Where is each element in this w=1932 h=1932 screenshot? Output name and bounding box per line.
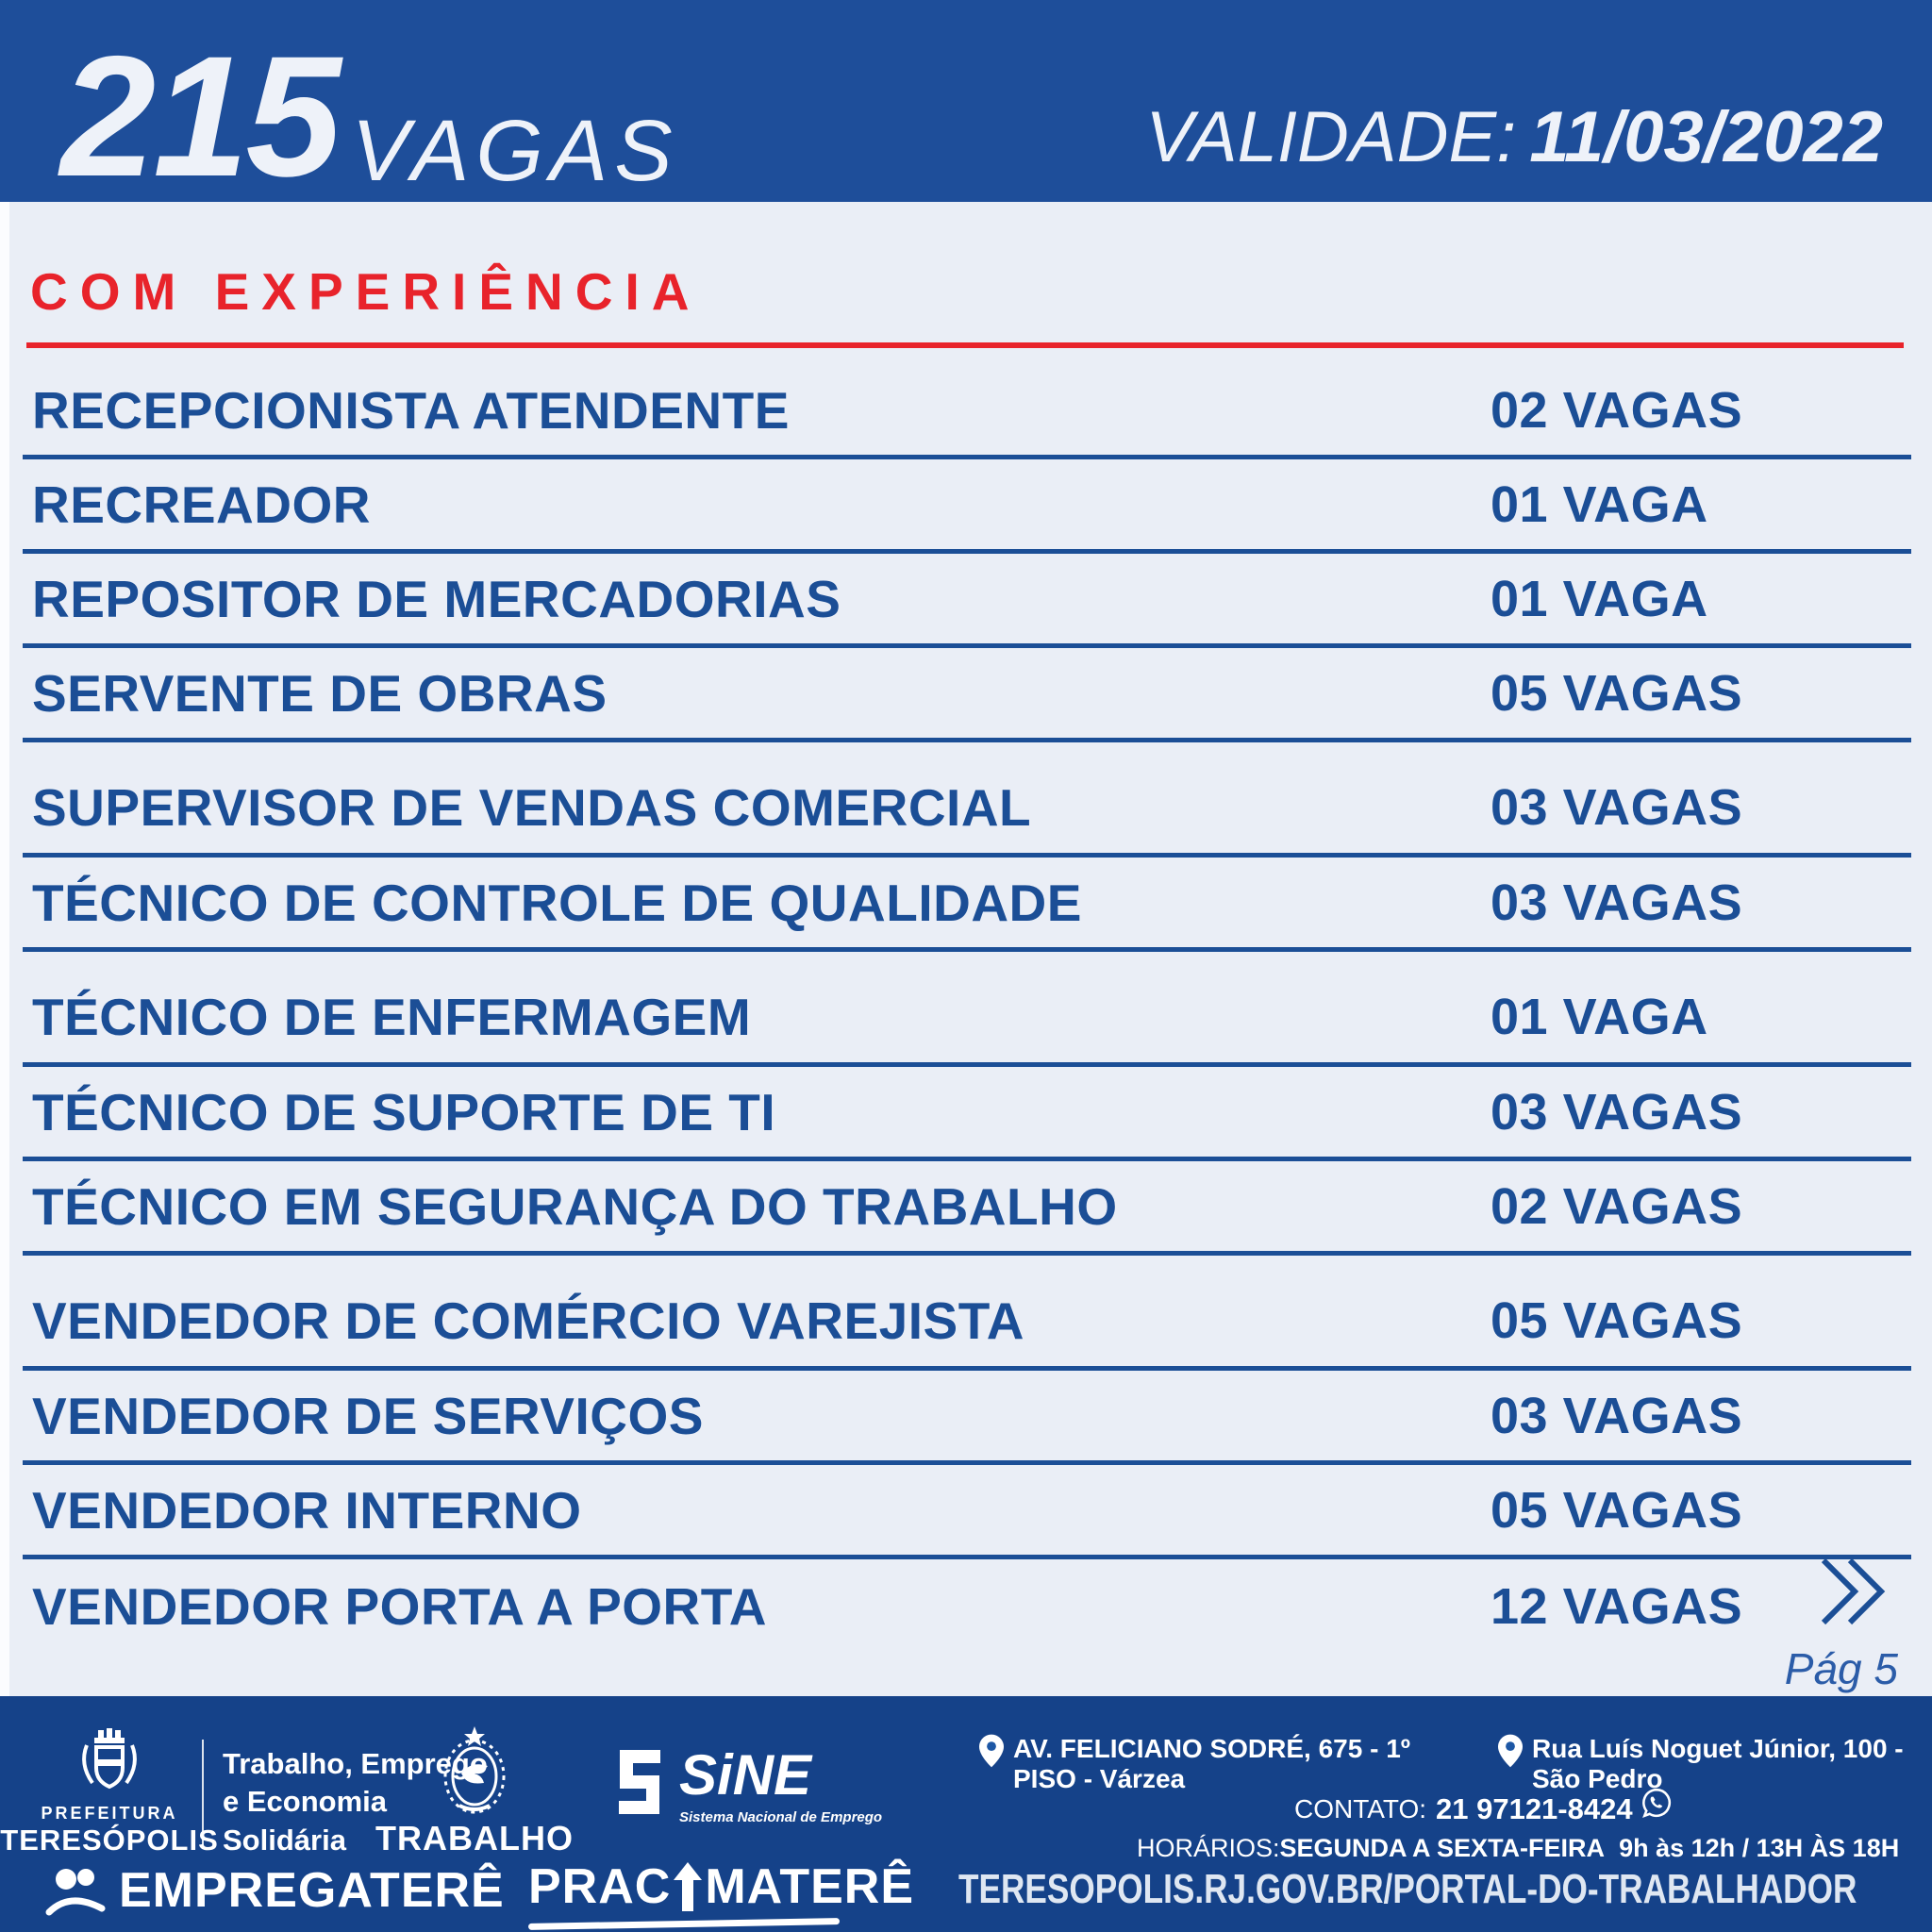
job-title: VENDEDOR DE SERVIÇOS <box>32 1386 704 1445</box>
section-title-rule <box>26 342 1904 348</box>
hours-time: 9h às 12h / 13H ÀS 18H <box>1619 1834 1900 1862</box>
job-row: SERVENTE DE OBRAS 05 VAGAS <box>23 648 1911 742</box>
vacancy-count-label: VAGAS <box>351 102 679 199</box>
pagination: Pág 5 <box>1785 1555 1898 1694</box>
vacancy-count: 215 <box>60 19 341 212</box>
job-vacancy-count: 03 VAGAS <box>1491 1083 1743 1141</box>
vacancy-count-block: 215 VAGAS <box>60 19 679 212</box>
job-list: RECEPCIONISTA ATENDENTE 02 VAGAS RECREADOR… <box>23 348 1911 1654</box>
department-line: Trabalho, Emprego <box>223 1747 488 1780</box>
job-row: REPOSITOR DE MERCADORIAS 01 VAGA <box>23 554 1911 648</box>
address-varzea: AV. FELICIANO SODRÉ, 675 - 1º PISO - Vár… <box>979 1734 1479 1794</box>
job-row: VENDEDOR PORTA A PORTA 12 VAGAS <box>23 1559 1911 1654</box>
job-vacancy-count: 02 VAGAS <box>1491 1177 1743 1235</box>
city-crest-icon <box>82 1728 137 1790</box>
empregatere-logo: EMPREGATERÊ <box>45 1862 505 1919</box>
job-row: RECREADOR 01 VAGA <box>23 459 1911 554</box>
pracimatere-pre: PRAC <box>528 1859 672 1914</box>
job-vacancy-count: 03 VAGAS <box>1491 1387 1743 1444</box>
job-vacancy-count: 02 VAGAS <box>1491 381 1743 439</box>
job-title: TÉCNICO DE CONTROLE DE QUALIDADE <box>32 873 1082 932</box>
department-line: Solidária <box>223 1823 346 1857</box>
empregatere-wordmark: EMPREGATERÊ <box>119 1863 505 1918</box>
job-row: TÉCNICO DE CONTROLE DE QUALIDADE 03 VAGAS <box>23 858 1911 952</box>
contact: CONTATO: 21 97121-8424 <box>1294 1788 1673 1826</box>
trabalho-emblem-icon <box>443 1726 506 1814</box>
hours-days: SEGUNDA A SEXTA-FEIRA <box>1279 1834 1606 1862</box>
hours-label: HORÁRIOS: <box>1137 1834 1280 1862</box>
location-pin-icon <box>979 1734 1004 1768</box>
double-chevron-right-icon[interactable] <box>1819 1555 1887 1628</box>
job-row: TÉCNICO EM SEGURANÇA DO TRABALHO 02 VAGAS <box>23 1161 1911 1256</box>
job-title: VENDEDOR INTERNO <box>32 1480 582 1540</box>
pracimatere-logo: PRAC MATERÊ <box>527 1858 915 1930</box>
job-vacancy-count: 03 VAGAS <box>1491 874 1743 931</box>
sine-tagline: Sistema Nacional de Emprego <box>679 1809 883 1825</box>
opening-hours: HORÁRIOS:SEGUNDA A SEXTA-FEIRA 9h às 12h… <box>1137 1834 1899 1863</box>
pracimatere-post: MATERÊ <box>705 1859 915 1914</box>
contact-number: 21 97121-8424 <box>1436 1792 1633 1825</box>
job-row: VENDEDOR DE SERVIÇOS 03 VAGAS <box>23 1371 1911 1465</box>
people-icon <box>45 1869 106 1916</box>
job-title: VENDEDOR DE COMÉRCIO VAREJISTA <box>32 1291 1024 1350</box>
contact-label: CONTATO: <box>1294 1794 1426 1824</box>
location-pin-icon <box>1498 1734 1523 1768</box>
job-row: TÉCNICO DE ENFERMAGEM 01 VAGA <box>23 952 1911 1067</box>
validity: VALIDADE: 11/03/2022 <box>1145 102 1883 187</box>
job-vacancy-count: 05 VAGAS <box>1491 664 1743 722</box>
job-title: VENDEDOR PORTA A PORTA <box>32 1577 767 1636</box>
job-title: TÉCNICO DE SUPORTE DE TI <box>32 1082 776 1141</box>
sine-name: SiNE <box>679 1743 812 1807</box>
address-sao-pedro: Rua Luís Noguet Júnior, 100 - São Pedro <box>1498 1734 1913 1794</box>
trabalho-label: TRABALHO <box>375 1819 574 1857</box>
job-row: RECEPCIONISTA ATENDENTE 02 VAGAS <box>23 365 1911 459</box>
website-url: TERESOPOLIS.RJ.GOV.BR/PORTAL-DO-TRABALHA… <box>958 1866 1857 1912</box>
job-row: VENDEDOR INTERNO 05 VAGAS <box>23 1465 1911 1559</box>
job-vacancy-count: 01 VAGA <box>1491 988 1708 1045</box>
job-list-section: COM EXPERIÊNCIA RECEPCIONISTA ATENDENTE 0… <box>0 202 1932 1696</box>
arrow-up-icon <box>673 1862 703 1911</box>
job-title: TÉCNICO DE ENFERMAGEM <box>32 987 752 1046</box>
sine-logo: SiNE Sistema Nacional de Emprego <box>611 1747 882 1825</box>
department-name: Trabalho, Emprego e Economia Solidária <box>223 1745 488 1859</box>
trabalho-logo: TRABALHO <box>375 1724 573 1858</box>
page-number-label: Pág 5 <box>1784 1644 1898 1693</box>
validity-date: 11/03/2022 <box>1529 97 1883 177</box>
job-row: VENDEDOR DE COMÉRCIO VAREJISTA 05 VAGAS <box>23 1256 1911 1371</box>
job-vacancy-count: 01 VAGA <box>1491 475 1708 533</box>
job-title: REPOSITOR DE MERCADORIAS <box>32 569 841 628</box>
validity-label: VALIDADE: <box>1145 97 1517 177</box>
job-vacancy-count: 03 VAGAS <box>1491 778 1743 836</box>
job-vacancy-count: 05 VAGAS <box>1491 1291 1743 1349</box>
job-title: RECREADOR <box>32 475 371 534</box>
job-vacancy-count: 12 VAGAS <box>1491 1578 1743 1635</box>
job-vacancy-count: 01 VAGA <box>1491 570 1708 627</box>
job-vacancy-count: 05 VAGAS <box>1491 1481 1743 1539</box>
job-title: SUPERVISOR DE VENDAS COMERCIAL <box>32 777 1032 837</box>
job-title: TÉCNICO EM SEGURANÇA DO TRABALHO <box>32 1176 1118 1236</box>
department-line: e Economia <box>223 1785 387 1819</box>
footer: PREFEITURA TERESÓPOLIS Trabalho, Emprego… <box>0 1696 1932 1932</box>
job-row: TÉCNICO DE SUPORTE DE TI 03 VAGAS <box>23 1067 1911 1161</box>
footer-divider <box>202 1740 204 1845</box>
job-title: RECEPCIONISTA ATENDENTE <box>32 380 790 440</box>
sine-s-icon <box>619 1750 660 1814</box>
prefeitura-label: PREFEITURA <box>41 1804 178 1823</box>
whatsapp-icon <box>1641 1788 1671 1818</box>
section-title: COM EXPERIÊNCIA <box>30 262 702 321</box>
address-text: AV. FELICIANO SODRÉ, 675 - 1º PISO - Vár… <box>1013 1734 1410 1793</box>
job-row: SUPERVISOR DE VENDAS COMERCIAL 03 VAGAS <box>23 742 1911 858</box>
prefeitura-city: TERESÓPOLIS <box>0 1824 219 1857</box>
address-text: Rua Luís Noguet Júnior, 100 - São Pedro <box>1532 1734 1904 1793</box>
pracimatere-underline <box>527 1918 841 1930</box>
prefeitura-logo: PREFEITURA TERESÓPOLIS <box>0 1728 218 1857</box>
job-title: SERVENTE DE OBRAS <box>32 663 608 723</box>
header: 215 VAGAS VALIDADE: 11/03/2022 <box>0 0 1932 202</box>
